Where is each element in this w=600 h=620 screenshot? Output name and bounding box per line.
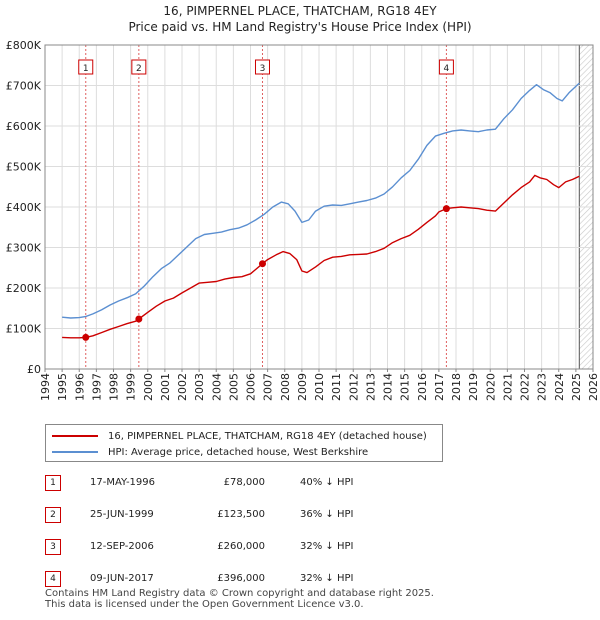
x-tick-label: 2001 <box>159 373 172 401</box>
transaction-date: 09-JUN-2017 <box>90 573 154 584</box>
x-tick-label: 2025 <box>570 373 583 401</box>
x-tick-label: 2026 <box>587 373 600 401</box>
sale-marker-box <box>131 59 147 75</box>
x-tick-label: 2012 <box>347 373 360 401</box>
x-tick-label: 2019 <box>467 373 480 401</box>
series-line-property <box>62 174 580 339</box>
y-tick-label: £600K <box>6 120 42 133</box>
x-tick-label: 2023 <box>536 373 549 401</box>
chart-title: 16, PIMPERNEL PLACE, THATCHAM, RG18 4EY <box>163 4 437 18</box>
sale-marker-label: 1 <box>83 64 89 74</box>
legend-item-property: 16, PIMPERNEL PLACE, THATCHAM, RG18 4EY … <box>52 428 427 444</box>
footer-copyright: Contains HM Land Registry data © Crown c… <box>45 588 434 599</box>
chart-subtitle: Price paid vs. HM Land Registry's House … <box>128 20 471 34</box>
sale-marker-label: 3 <box>260 64 266 74</box>
x-tick-label: 2015 <box>399 373 412 401</box>
table-row: 3 12-SEP-2006 £260,000 32% ↓ HPI <box>45 539 465 571</box>
chart: 16, PIMPERNEL PLACE, THATCHAM, RG18 4EY P… <box>6 4 600 401</box>
sale-marker-box <box>438 59 454 75</box>
x-tick-label: 2020 <box>484 373 497 401</box>
transaction-number: 1 <box>45 475 61 491</box>
y-tick-label: £500K <box>6 161 42 174</box>
y-tick-label: £800K <box>6 39 42 52</box>
table-row: 4 09-JUN-2017 £396,000 32% ↓ HPI <box>45 571 465 603</box>
sale-point <box>258 260 266 268</box>
x-tick-label: 1997 <box>90 373 103 401</box>
transaction-hpi: 32% ↓ HPI <box>300 573 354 584</box>
legend-label-property: 16, PIMPERNEL PLACE, THATCHAM, RG18 4EY … <box>108 430 427 442</box>
legend-swatch-property <box>52 435 98 437</box>
x-tick-label: 1999 <box>125 373 138 401</box>
sale-marker-box <box>78 59 94 75</box>
sale-point <box>135 315 143 323</box>
x-tick-label: 2013 <box>364 373 377 401</box>
table-row: 1 17-MAY-1996 £78,000 40% ↓ HPI <box>45 475 465 507</box>
transaction-hpi: 40% ↓ HPI <box>300 477 354 488</box>
series-line-hpi <box>62 82 580 319</box>
x-tick-label: 2017 <box>433 373 446 401</box>
x-tick-label: 2006 <box>245 373 258 401</box>
x-tick-label: 1998 <box>108 373 121 401</box>
x-tick-label: 2014 <box>382 373 395 401</box>
transaction-number: 2 <box>45 507 61 523</box>
x-tick-label: 2022 <box>519 373 532 401</box>
transaction-date: 25-JUN-1999 <box>90 509 154 520</box>
sale-point <box>442 205 450 213</box>
x-tick-label: 2008 <box>279 373 292 401</box>
x-tick-label: 2010 <box>313 373 326 401</box>
transaction-number: 3 <box>45 539 61 555</box>
table-row: 2 25-JUN-1999 £123,500 36% ↓ HPI <box>45 507 465 539</box>
transaction-price: £396,000 <box>217 573 265 584</box>
x-tick-label: 2016 <box>416 373 429 401</box>
transactions-table: 1 17-MAY-1996 £78,000 40% ↓ HPI 2 25-JUN… <box>45 475 465 603</box>
legend-label-hpi: HPI: Average price, detached house, West… <box>108 446 369 458</box>
x-tick-label: 2003 <box>193 373 206 401</box>
transaction-hpi: 36% ↓ HPI <box>300 509 354 520</box>
transaction-hpi: 32% ↓ HPI <box>300 541 354 552</box>
x-tick-label: 1996 <box>73 373 86 401</box>
sale-marker-label: 2 <box>136 64 142 74</box>
y-tick-label: £0 <box>27 363 41 376</box>
transaction-date: 17-MAY-1996 <box>90 477 156 488</box>
x-tick-label: 2021 <box>501 373 514 401</box>
x-tick-label: 2009 <box>296 373 309 401</box>
x-tick-label: 1995 <box>56 373 69 401</box>
x-tick-label: 2002 <box>176 373 189 401</box>
transaction-price: £123,500 <box>217 509 265 520</box>
footer-licence: This data is licensed under the Open Gov… <box>45 599 364 610</box>
y-tick-label: £200K <box>6 282 42 295</box>
y-tick-label: £700K <box>6 80 42 93</box>
x-tick-label: 2000 <box>142 373 155 401</box>
transaction-date: 12-SEP-2006 <box>90 541 154 552</box>
legend-swatch-hpi <box>52 451 98 453</box>
sale-marker-label: 4 <box>444 64 450 74</box>
footer: Contains HM Land Registry data © Crown c… <box>45 588 434 610</box>
x-tick-label: 2018 <box>450 373 463 401</box>
transaction-number: 4 <box>45 571 61 587</box>
transaction-price: £260,000 <box>217 541 265 552</box>
sale-point <box>82 333 90 341</box>
sale-marker-box <box>254 59 270 75</box>
x-tick-label: 2004 <box>210 373 223 401</box>
legend-item-hpi: HPI: Average price, detached house, West… <box>52 444 368 460</box>
x-tick-label: 2007 <box>262 373 275 401</box>
x-tick-label: 2024 <box>553 373 566 401</box>
y-tick-label: £100K <box>6 323 42 336</box>
x-tick-label: 1994 <box>39 373 52 401</box>
x-tick-label: 2011 <box>330 373 343 401</box>
transaction-price: £78,000 <box>223 477 265 488</box>
y-tick-label: £400K <box>6 201 42 214</box>
y-tick-label: £300K <box>6 242 42 255</box>
legend: 16, PIMPERNEL PLACE, THATCHAM, RG18 4EY … <box>45 424 443 462</box>
x-tick-label: 2005 <box>227 373 240 401</box>
